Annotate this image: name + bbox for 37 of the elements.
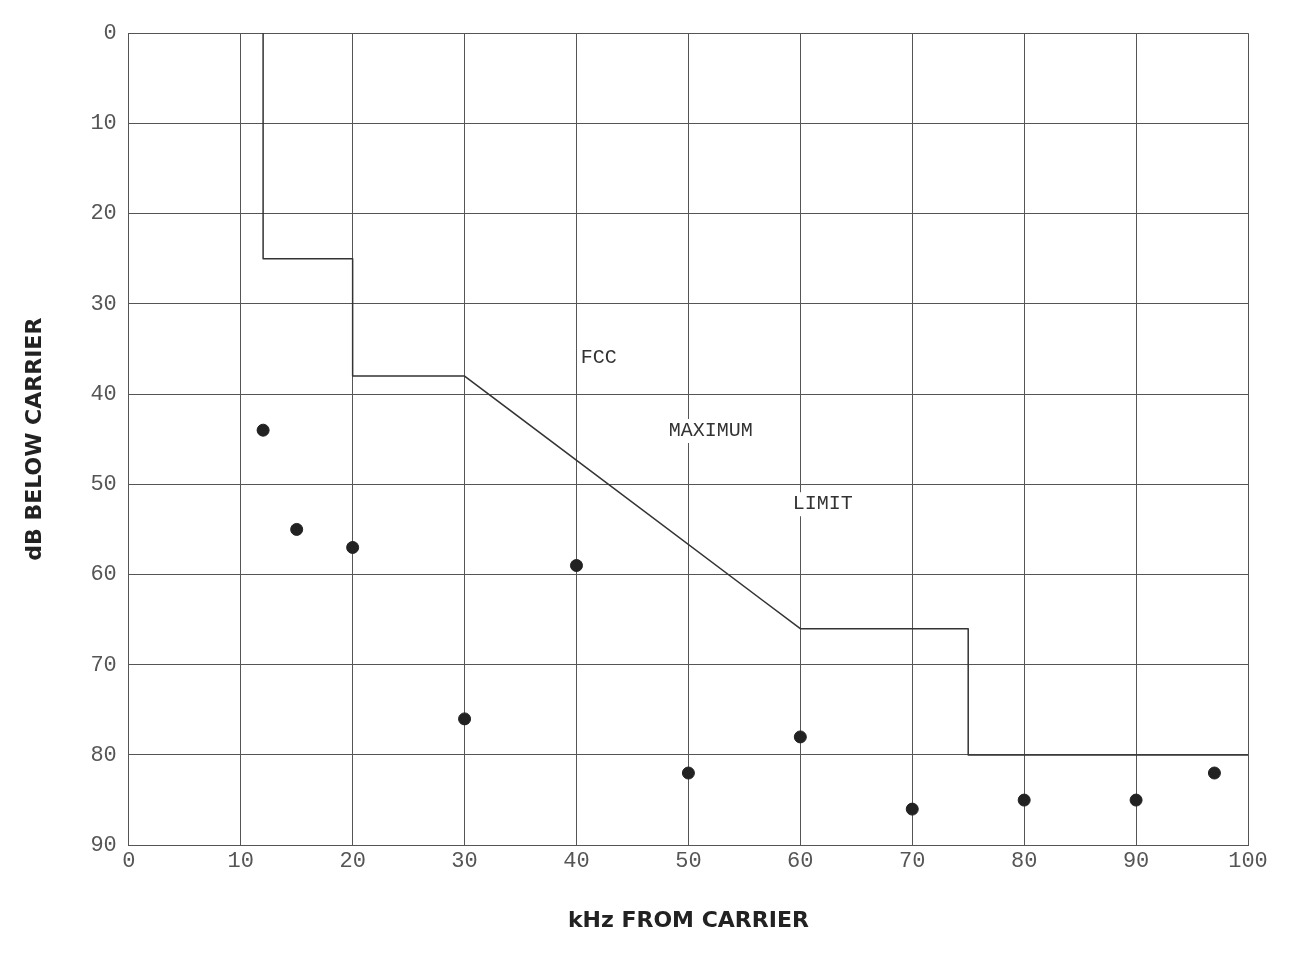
x-tick-label: 30: [451, 849, 478, 875]
point: [1207, 766, 1221, 780]
x-axis-title: kHz FROM CARRIER: [567, 906, 809, 932]
point: [1017, 793, 1031, 807]
point: [569, 559, 583, 573]
x-tick-label: 40: [563, 849, 590, 875]
y-tick-label: 70: [90, 652, 117, 678]
point: [681, 766, 695, 780]
x-tick-label: 100: [1228, 849, 1268, 875]
point: [905, 802, 919, 816]
point: [1129, 793, 1143, 807]
y-tick-label: 60: [90, 562, 117, 588]
y-tick-label: 30: [90, 291, 117, 317]
annotation: LIMIT: [792, 492, 853, 516]
x-tick-label: 90: [1122, 849, 1150, 875]
y-tick-label: 40: [90, 381, 117, 407]
y-tick-label: 50: [90, 472, 117, 498]
point: [793, 730, 807, 744]
y-tick-label: 90: [90, 833, 117, 859]
y-tick-label: 0: [103, 21, 117, 47]
annotation: MAXIMUM: [668, 419, 753, 443]
y-tick-label: 20: [90, 201, 117, 227]
y-axis-title: dB BELOW CARRIER: [20, 317, 46, 561]
y-tick-label: 10: [90, 111, 117, 137]
point: [458, 712, 472, 726]
x-tick-label: 60: [787, 849, 814, 875]
point: [346, 540, 360, 554]
point: [290, 522, 304, 536]
x-tick-label: 10: [227, 849, 254, 875]
y-tick-label: 80: [90, 742, 117, 768]
x-tick-label: 80: [1010, 849, 1038, 875]
point: [256, 423, 270, 437]
x-tick-label: 70: [899, 849, 926, 875]
x-tick-label: 0: [122, 849, 136, 875]
x-tick-label: 20: [339, 849, 366, 875]
x-tick-label: 50: [675, 849, 702, 875]
annotation: FCC: [580, 346, 617, 370]
